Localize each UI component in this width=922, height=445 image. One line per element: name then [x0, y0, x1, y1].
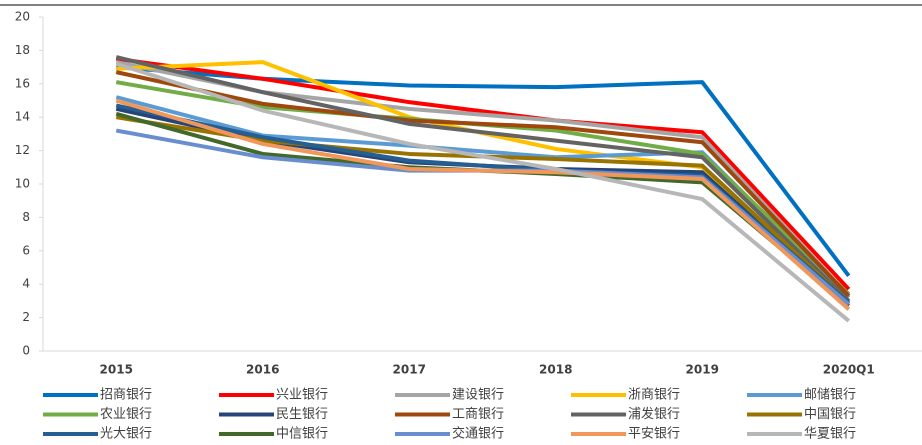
legend-label: 兴业银行 [276, 388, 328, 403]
x-tick-label: 2019 [686, 363, 719, 377]
x-tick-label: 2016 [246, 363, 279, 377]
x-tick-label: 2015 [100, 363, 133, 377]
legend-label: 光大银行 [100, 427, 152, 442]
series-line [115, 56, 851, 291]
legend-label: 平安银行 [628, 427, 680, 442]
y-tick-label: 2 [22, 310, 30, 324]
x-tick-label: 2020Q1 [823, 363, 875, 377]
series-line [115, 55, 851, 303]
y-tick-label: 4 [22, 277, 30, 291]
legend-label: 浙商银行 [628, 388, 680, 403]
x-tick-label: 2018 [539, 363, 572, 377]
legend-label: 农业银行 [100, 407, 152, 422]
y-tick-label: 6 [22, 243, 30, 257]
y-tick-label: 0 [22, 344, 30, 358]
series-line [115, 61, 851, 323]
legend-label: 中信银行 [276, 427, 328, 442]
legend-label: 工商银行 [452, 407, 504, 422]
y-tick-label: 8 [22, 210, 30, 224]
x-tick-label: 2017 [393, 363, 426, 377]
legend-label: 建设银行 [452, 388, 504, 403]
series-line [115, 98, 851, 311]
legend-label: 民生银行 [276, 407, 328, 422]
legend-label: 中国银行 [804, 407, 856, 422]
y-tick-label: 18 [15, 43, 30, 57]
series-line [115, 70, 851, 298]
legend-label: 招商银行 [100, 388, 152, 403]
y-tick-label: 10 [15, 177, 30, 191]
y-tick-label: 12 [15, 143, 30, 157]
legend-label: 邮储银行 [804, 388, 856, 403]
legend-label: 交通银行 [452, 426, 504, 442]
y-tick-label: 16 [15, 76, 30, 90]
legend-label: 浦发银行 [628, 406, 680, 422]
y-tick-label: 20 [15, 10, 30, 24]
legend-label: 华夏银行 [804, 427, 856, 442]
y-tick-label: 14 [15, 110, 30, 124]
